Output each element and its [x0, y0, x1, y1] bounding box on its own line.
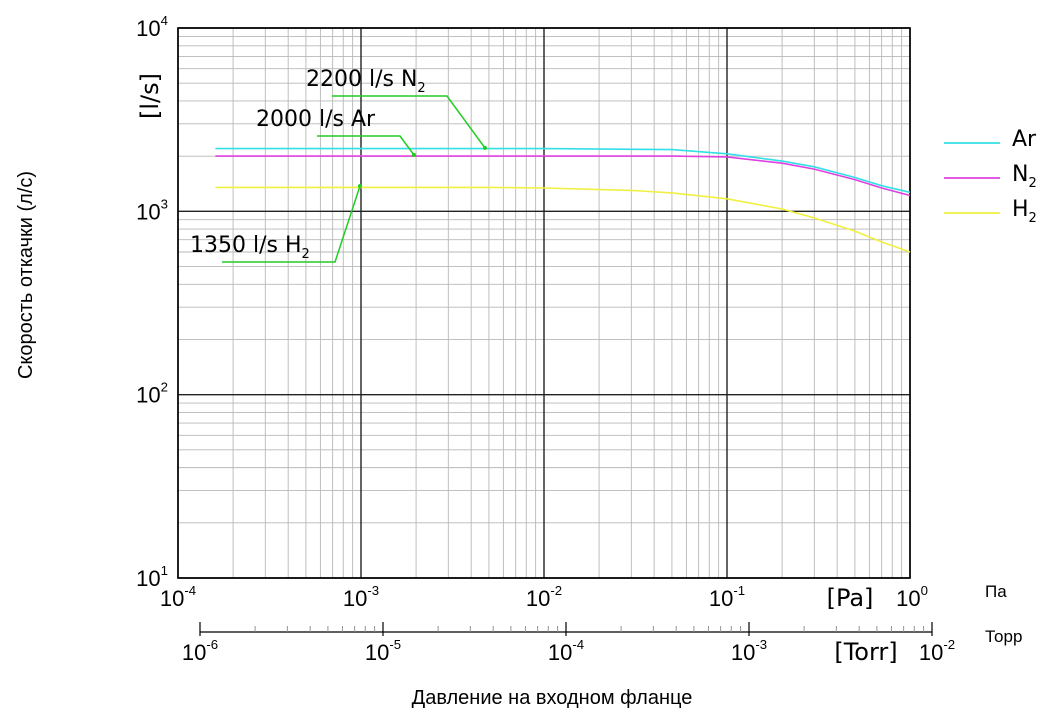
series-line-ar — [215, 147, 911, 194]
x-tick-label-pa: 10-2 — [526, 583, 562, 611]
ann-ar-label: 2000 l/s Ar — [256, 107, 376, 132]
series-line-n2 — [215, 155, 911, 197]
x-tick-label-pa: 10-4 — [160, 583, 196, 611]
legend-label-ar: Ar — [1012, 127, 1037, 152]
ann-h2-arrowhead — [358, 184, 362, 188]
x-unit-pa: [Pa] — [827, 584, 874, 612]
y-axis-title: Скорость откачки (л/с) — [15, 171, 37, 379]
x-tick-label-torr: 10-6 — [182, 637, 218, 665]
x-axis-name-torr: Торр — [985, 627, 1022, 646]
series-line-h2 — [215, 186, 911, 253]
y-tick-label: 103 — [136, 196, 168, 224]
annotations: 2200 l/s N2 2000 l/s Ar 1350 l/s H2 — [190, 67, 487, 263]
legend-label-h2: H2 — [1012, 197, 1037, 226]
legend-label-n2: N2 — [1012, 162, 1037, 191]
x-tick-label-torr: 10-3 — [731, 637, 767, 665]
grid — [177, 27, 911, 579]
ann-h2-leader — [222, 185, 361, 263]
ann-n2-label: 2200 l/s N2 — [306, 67, 426, 96]
plot-frame — [177, 27, 911, 579]
x-tick-label-torr: 10-5 — [365, 637, 401, 665]
ann-ar-arrowhead — [412, 153, 416, 157]
x-tick-label-torr: 10-4 — [548, 637, 584, 665]
series-lines — [215, 147, 911, 253]
x-tick-label-torr: 10-2 — [919, 637, 955, 665]
y-unit-label: [l/s] — [136, 73, 164, 119]
axes: 101 102 103 104 [l/s] 10-4 10-3 10-2 10-1 100 [Pa]… — [136, 13, 1022, 666]
y-tick-label: 104 — [136, 13, 168, 41]
x-tick-label-pa: 100 — [896, 583, 928, 611]
x-axis-name-pa: Па — [985, 582, 1007, 601]
legend: Ar N2 H2 — [944, 127, 1037, 226]
ann-ar-leader — [317, 135, 415, 156]
ann-n2-arrowhead — [483, 146, 487, 150]
ann-n2-leader — [332, 95, 486, 149]
y-tick-label: 101 — [136, 563, 168, 591]
ann-h2-label: 1350 l/s H2 — [190, 233, 310, 262]
x-tick-label-pa: 10-3 — [343, 583, 379, 611]
y-tick-label: 102 — [136, 380, 168, 408]
x-tick-label-pa: 10-1 — [709, 583, 745, 611]
x-axis-title: Давление на входном фланце — [412, 687, 693, 709]
x-unit-torr: [Torr] — [834, 638, 897, 666]
